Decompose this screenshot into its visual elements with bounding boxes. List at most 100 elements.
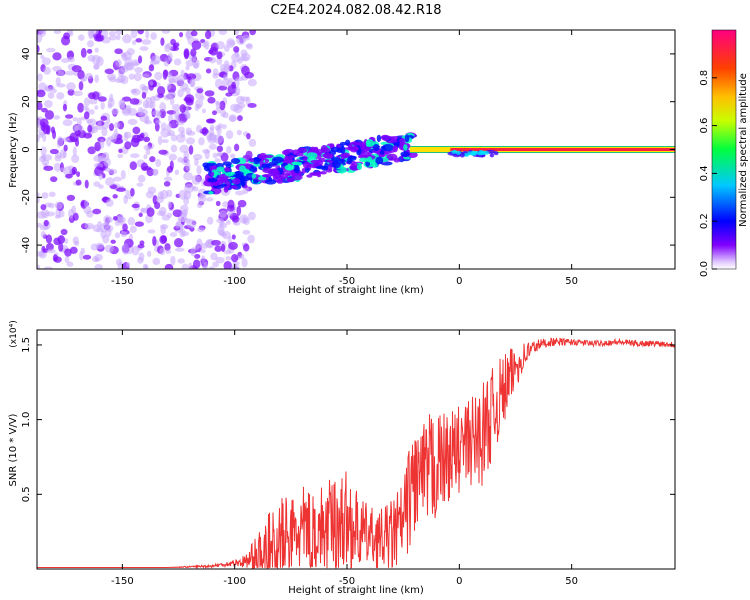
- carrier-peak: [450, 148, 675, 151]
- carrier-dip-blob: [459, 153, 465, 158]
- noise-blob: [215, 107, 222, 114]
- band-blob: [210, 171, 215, 177]
- noise-blob: [145, 30, 150, 39]
- noise-blob: [233, 104, 243, 114]
- noise-blob: [60, 228, 68, 236]
- noise-blob: [168, 153, 177, 161]
- noise-blob: [53, 115, 61, 120]
- noise-blob: [201, 108, 207, 114]
- noise-blob: [87, 146, 96, 155]
- band-blob: [253, 157, 261, 165]
- noise-blob: [94, 264, 103, 269]
- band-blob: [224, 172, 235, 177]
- noise-blob: [212, 68, 219, 76]
- noise-blob: [173, 42, 180, 48]
- band-blob: [252, 179, 259, 184]
- band-blob: [283, 172, 291, 177]
- noise-blob: [191, 40, 202, 50]
- noise-blob: [222, 201, 229, 208]
- noise-blob: [102, 221, 110, 230]
- noise-blob: [165, 249, 172, 254]
- carrier-dip-blob: [467, 151, 476, 156]
- noise-blob: [160, 225, 166, 235]
- noise-blob: [135, 38, 143, 43]
- noise-blob: [220, 243, 226, 253]
- noise-blob: [97, 155, 103, 162]
- noise-blob: [98, 173, 104, 180]
- band-blob: [241, 182, 246, 187]
- x-tick-label: 50: [565, 576, 578, 587]
- noise-blob: [227, 210, 234, 216]
- band-blob: [234, 174, 245, 178]
- noise-blob: [200, 248, 206, 254]
- noise-blob: [176, 78, 185, 86]
- noise-blob: [146, 207, 155, 217]
- noise-blob: [37, 44, 40, 54]
- noise-blob: [117, 75, 126, 83]
- noise-blob: [145, 191, 154, 199]
- spectrogram-y-axis-label: Frequency (Hz): [8, 112, 19, 188]
- noise-blob: [45, 234, 53, 244]
- noise-blob: [109, 93, 114, 103]
- band-blob: [365, 140, 371, 148]
- noise-blob: [128, 73, 135, 80]
- noise-blob: [166, 83, 172, 90]
- band-blob: [215, 166, 226, 173]
- noise-blob: [100, 102, 105, 110]
- noise-blob: [38, 30, 47, 37]
- noise-blob: [198, 137, 205, 146]
- noise-blob: [110, 133, 117, 143]
- band-blob: [316, 173, 322, 178]
- band-blob: [382, 135, 390, 142]
- noise-blob: [86, 40, 94, 48]
- band-blob: [267, 168, 280, 177]
- noise-blob: [77, 102, 84, 113]
- noise-blob: [197, 227, 205, 233]
- noise-blob: [177, 217, 188, 222]
- noise-blob: [72, 116, 78, 122]
- noise-blob: [88, 92, 96, 100]
- noise-blob: [190, 247, 196, 257]
- noise-blob: [117, 153, 124, 159]
- noise-blob: [225, 256, 232, 261]
- noise-blob: [54, 154, 62, 162]
- noise-blob: [83, 132, 93, 139]
- noise-blob: [66, 82, 76, 91]
- spectrogram-y-ticks: -40 -20 0 20 40: [21, 48, 675, 253]
- noise-blob: [149, 156, 156, 163]
- spectrogram-x-axis-label: Height of straight line (km): [288, 285, 424, 296]
- noise-blob: [38, 155, 47, 163]
- noise-blob: [193, 153, 203, 161]
- noise-blob: [144, 114, 150, 124]
- noise-blob: [108, 34, 118, 41]
- noise-blob: [78, 34, 85, 41]
- noise-blob: [223, 74, 229, 81]
- noise-blob: [114, 220, 121, 227]
- noise-blob: [105, 117, 111, 124]
- noise-blob: [206, 216, 214, 225]
- noise-blob: [206, 118, 215, 123]
- noise-blob: [37, 264, 41, 269]
- band-blob: [297, 147, 308, 153]
- noise-blob: [137, 30, 144, 35]
- noise-blob: [114, 232, 121, 239]
- noise-blob: [233, 46, 240, 53]
- noise-blob: [247, 234, 255, 244]
- noise-blob: [117, 214, 124, 221]
- band-blob: [306, 152, 318, 159]
- noise-blob: [94, 257, 100, 263]
- snr-x-axis-label: Height of straight line (km): [288, 585, 424, 596]
- noise-blob: [206, 131, 214, 141]
- noise-blob: [164, 57, 173, 63]
- noise-blob: [214, 245, 223, 252]
- noise-blob: [57, 70, 65, 77]
- noise-blob: [247, 211, 256, 221]
- noise-blob: [215, 256, 225, 264]
- noise-blob: [80, 77, 86, 82]
- noise-blob: [180, 204, 189, 213]
- noise-blob: [216, 125, 222, 136]
- y-tick-label: 1.0: [21, 412, 32, 428]
- band-blob: [315, 165, 328, 170]
- noise-blob: [104, 68, 114, 75]
- noise-blob: [143, 144, 151, 151]
